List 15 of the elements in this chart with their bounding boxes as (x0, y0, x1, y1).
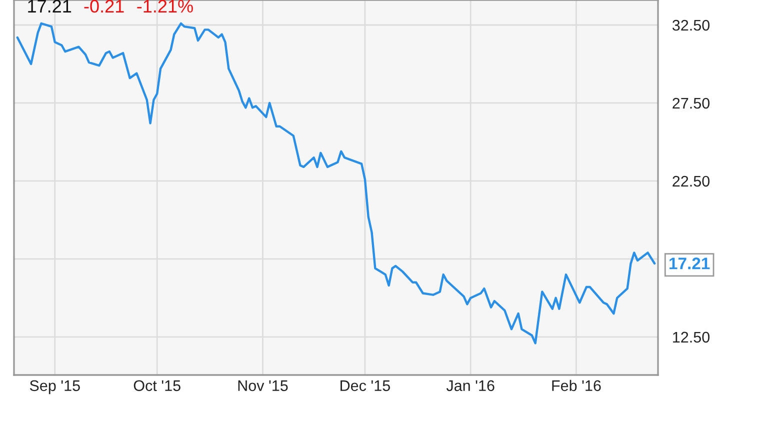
y-tick-label: 27.50 (672, 98, 710, 109)
annotation: 17.21 (28, 0, 72, 12)
x-tick-label: Jan '16 (446, 380, 494, 392)
x-tick-label: Dec '15 (340, 380, 390, 392)
line-series (16, 22, 656, 344)
y-tick-label: 32.50 (672, 20, 710, 31)
x-tick-label: Feb '16 (552, 380, 601, 392)
x-tick-label: Nov '15 (238, 380, 288, 392)
y-tick-label: 22.50 (672, 176, 710, 187)
x-tick-label: Oct '15 (134, 380, 180, 392)
x-tick-label: Sep '15 (30, 380, 80, 394)
annotation: -0.21 (84, 0, 124, 13)
annotation: 17.21 (670, 258, 710, 270)
annotation: -1.21% (137, 0, 193, 13)
y-tick-label: 12.50 (673, 332, 710, 343)
